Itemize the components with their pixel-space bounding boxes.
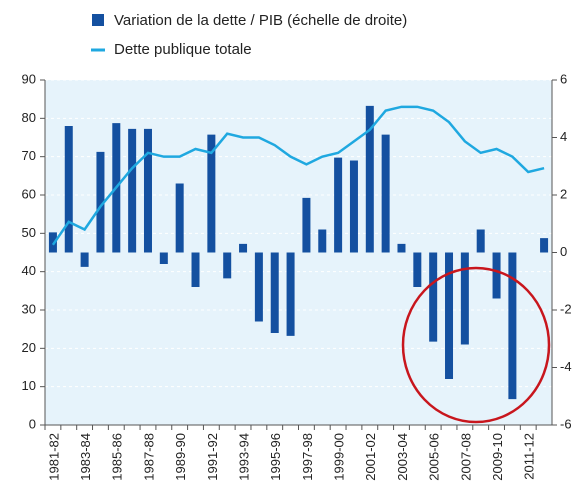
highlight-ellipse <box>401 266 551 424</box>
bar <box>476 229 485 253</box>
x-tick-label: 2011-12 <box>522 433 537 480</box>
bar <box>397 243 406 253</box>
y-tick-label: 40 <box>22 263 36 278</box>
y-tick-label: 90 <box>22 71 36 86</box>
legend-label: Variation de la dette / PIB (échelle de … <box>114 12 407 29</box>
legend-swatch <box>92 14 104 26</box>
x-tick-label: 1989-90 <box>173 433 188 481</box>
bar <box>175 183 184 253</box>
x-tick-label: 2001-02 <box>363 433 378 481</box>
bar <box>334 157 343 253</box>
bar <box>318 229 327 253</box>
y-tick-label: 10 <box>22 378 36 393</box>
x-tick-label: 1991-92 <box>205 433 220 481</box>
bar <box>381 134 390 253</box>
x-tick-label: 1981-82 <box>46 433 61 481</box>
x-tick-label: 1999-00 <box>332 433 347 481</box>
x-tick-label: 1993-94 <box>236 433 251 481</box>
y2-tick-label: 0 <box>560 244 567 259</box>
y-tick-label: 0 <box>29 416 36 431</box>
bar <box>460 252 469 345</box>
bar <box>508 252 517 400</box>
bar <box>286 252 295 336</box>
x-tick-label: 1983-84 <box>78 433 93 481</box>
legend-label: Dette publique totale <box>114 41 252 58</box>
y-tick-label: 60 <box>22 186 36 201</box>
bar <box>492 252 501 299</box>
bar <box>540 238 549 253</box>
y2-tick-label: 4 <box>560 129 567 144</box>
bar <box>270 252 279 333</box>
bar <box>223 252 232 279</box>
y-tick-label: 50 <box>22 225 36 240</box>
y-tick-label: 30 <box>22 301 36 316</box>
x-tick-label: 2007-08 <box>458 433 473 481</box>
x-tick-label: 1985-86 <box>110 433 125 481</box>
bar <box>159 252 168 264</box>
bar <box>80 252 89 267</box>
x-tick-label: 2005-06 <box>427 433 442 481</box>
y2-tick-label: 2 <box>560 186 567 201</box>
bar <box>349 160 358 253</box>
bar <box>429 252 438 342</box>
y2-tick-label: -2 <box>560 301 572 316</box>
bar <box>48 232 57 253</box>
y2-tick-label: -6 <box>560 416 572 431</box>
x-tick-label: 2009-10 <box>490 433 505 481</box>
x-tick-label: 1997-98 <box>300 433 315 481</box>
y-tick-label: 70 <box>22 148 36 163</box>
plot: 0 10 20 30 40 50 60 70 80 90 -6 -4 -2 0 2 4 6 1981-82 1983… <box>22 71 572 480</box>
bar <box>365 105 374 253</box>
bar <box>191 252 200 287</box>
bar <box>96 151 105 253</box>
bar <box>413 252 422 287</box>
bar <box>207 134 216 253</box>
line <box>51 105 545 246</box>
y-tick-label: 20 <box>22 340 36 355</box>
x-tick-label: 2003-04 <box>395 433 410 481</box>
bar <box>302 197 311 253</box>
x-tick-label: 1987-88 <box>141 433 156 481</box>
bar <box>143 128 152 253</box>
bar <box>445 252 454 379</box>
y-tick-label: 80 <box>22 110 36 125</box>
y2-tick-label: -4 <box>560 359 572 374</box>
bar <box>239 243 248 253</box>
bar <box>128 128 137 253</box>
x-tick-label: 1995-96 <box>268 433 283 481</box>
bar <box>64 126 73 253</box>
bar <box>254 252 263 322</box>
y2-tick-label: 6 <box>560 71 567 86</box>
plot-background <box>45 80 552 425</box>
